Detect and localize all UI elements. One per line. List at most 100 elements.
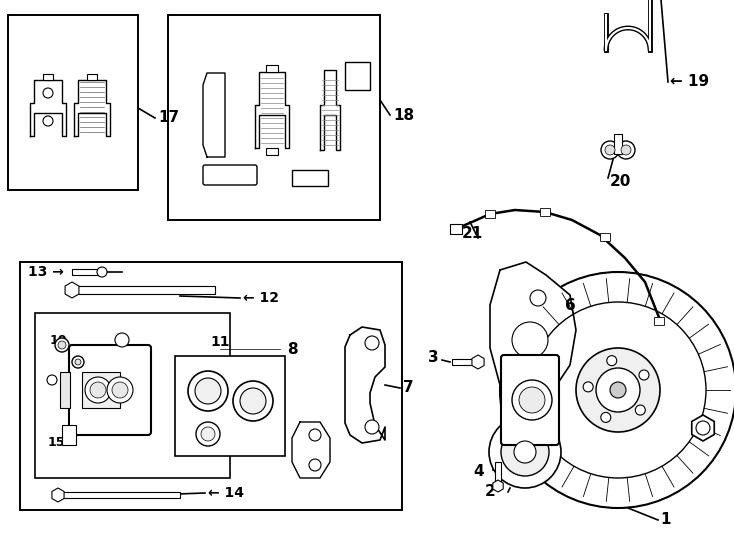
Circle shape: [522, 374, 538, 390]
Bar: [60, 492, 180, 498]
Bar: [75, 286, 215, 294]
Circle shape: [512, 322, 548, 358]
Circle shape: [233, 381, 273, 421]
Text: 1: 1: [660, 512, 670, 528]
Circle shape: [596, 368, 640, 412]
Text: 6: 6: [565, 298, 575, 313]
Bar: [62, 425, 76, 445]
Circle shape: [75, 359, 81, 365]
Circle shape: [639, 370, 649, 380]
Text: ← 19: ← 19: [670, 75, 709, 90]
Bar: [452, 359, 476, 365]
Circle shape: [530, 290, 546, 306]
Bar: [600, 233, 610, 241]
Bar: [485, 210, 495, 218]
Polygon shape: [74, 80, 110, 136]
Bar: [43, 74, 53, 80]
Circle shape: [621, 145, 631, 155]
Bar: [540, 208, 550, 216]
Circle shape: [188, 371, 228, 411]
Polygon shape: [292, 422, 330, 478]
Bar: [87, 74, 97, 80]
Circle shape: [696, 421, 710, 435]
Bar: [450, 224, 462, 234]
Polygon shape: [255, 72, 289, 148]
Text: 17: 17: [158, 111, 179, 125]
Circle shape: [512, 380, 552, 420]
Circle shape: [47, 375, 57, 385]
Circle shape: [610, 382, 626, 398]
Bar: [8, 15, 138, 190]
Bar: [72, 269, 100, 275]
Text: ← 14: ← 14: [208, 486, 244, 500]
Circle shape: [514, 441, 536, 463]
Text: 7: 7: [403, 381, 414, 395]
Circle shape: [85, 377, 111, 403]
Circle shape: [115, 333, 129, 347]
Text: 4: 4: [473, 464, 484, 480]
Bar: [20, 262, 402, 510]
Polygon shape: [320, 70, 340, 150]
Text: 15: 15: [48, 436, 65, 449]
Circle shape: [72, 356, 84, 368]
Bar: [266, 65, 278, 72]
Text: 11: 11: [210, 335, 230, 349]
Bar: [60, 372, 70, 408]
Circle shape: [605, 145, 615, 155]
Circle shape: [501, 428, 549, 476]
Circle shape: [636, 405, 645, 415]
Circle shape: [489, 416, 561, 488]
Circle shape: [309, 429, 321, 441]
Text: 16: 16: [312, 448, 331, 462]
Polygon shape: [203, 73, 225, 157]
Circle shape: [601, 141, 619, 159]
Circle shape: [519, 387, 545, 413]
Bar: [654, 317, 664, 325]
Circle shape: [201, 427, 215, 441]
Polygon shape: [30, 80, 66, 136]
Bar: [292, 170, 328, 186]
Text: 2: 2: [485, 484, 495, 500]
Circle shape: [309, 459, 321, 471]
Bar: [35, 313, 230, 478]
Circle shape: [196, 422, 220, 446]
Bar: [175, 356, 285, 456]
Circle shape: [55, 338, 69, 352]
Circle shape: [365, 336, 379, 350]
Text: 10: 10: [50, 334, 68, 347]
Text: 3: 3: [428, 349, 439, 364]
Text: 20: 20: [610, 174, 631, 190]
Circle shape: [240, 388, 266, 414]
Bar: [82, 372, 120, 408]
Bar: [495, 462, 501, 484]
Circle shape: [107, 377, 133, 403]
Text: ← 12: ← 12: [243, 291, 279, 305]
Circle shape: [97, 267, 107, 277]
Text: 13 →: 13 →: [28, 265, 64, 279]
Polygon shape: [490, 262, 576, 412]
Text: 21: 21: [462, 226, 483, 241]
Circle shape: [365, 420, 379, 434]
Circle shape: [195, 378, 221, 404]
Text: 18: 18: [393, 107, 414, 123]
Circle shape: [112, 382, 128, 398]
Circle shape: [90, 382, 106, 398]
Circle shape: [500, 272, 734, 508]
Circle shape: [584, 382, 593, 392]
Circle shape: [43, 116, 53, 126]
Text: 5: 5: [670, 424, 681, 440]
Circle shape: [576, 348, 660, 432]
Text: 8: 8: [287, 341, 297, 356]
Bar: [168, 15, 380, 220]
Bar: [614, 134, 622, 154]
Circle shape: [617, 141, 635, 159]
Bar: [266, 148, 278, 155]
Circle shape: [43, 88, 53, 98]
FancyBboxPatch shape: [501, 355, 559, 445]
FancyBboxPatch shape: [203, 165, 257, 185]
Circle shape: [601, 413, 611, 422]
Circle shape: [58, 341, 66, 349]
FancyBboxPatch shape: [69, 345, 151, 435]
Circle shape: [530, 302, 706, 478]
Bar: [345, 62, 370, 90]
